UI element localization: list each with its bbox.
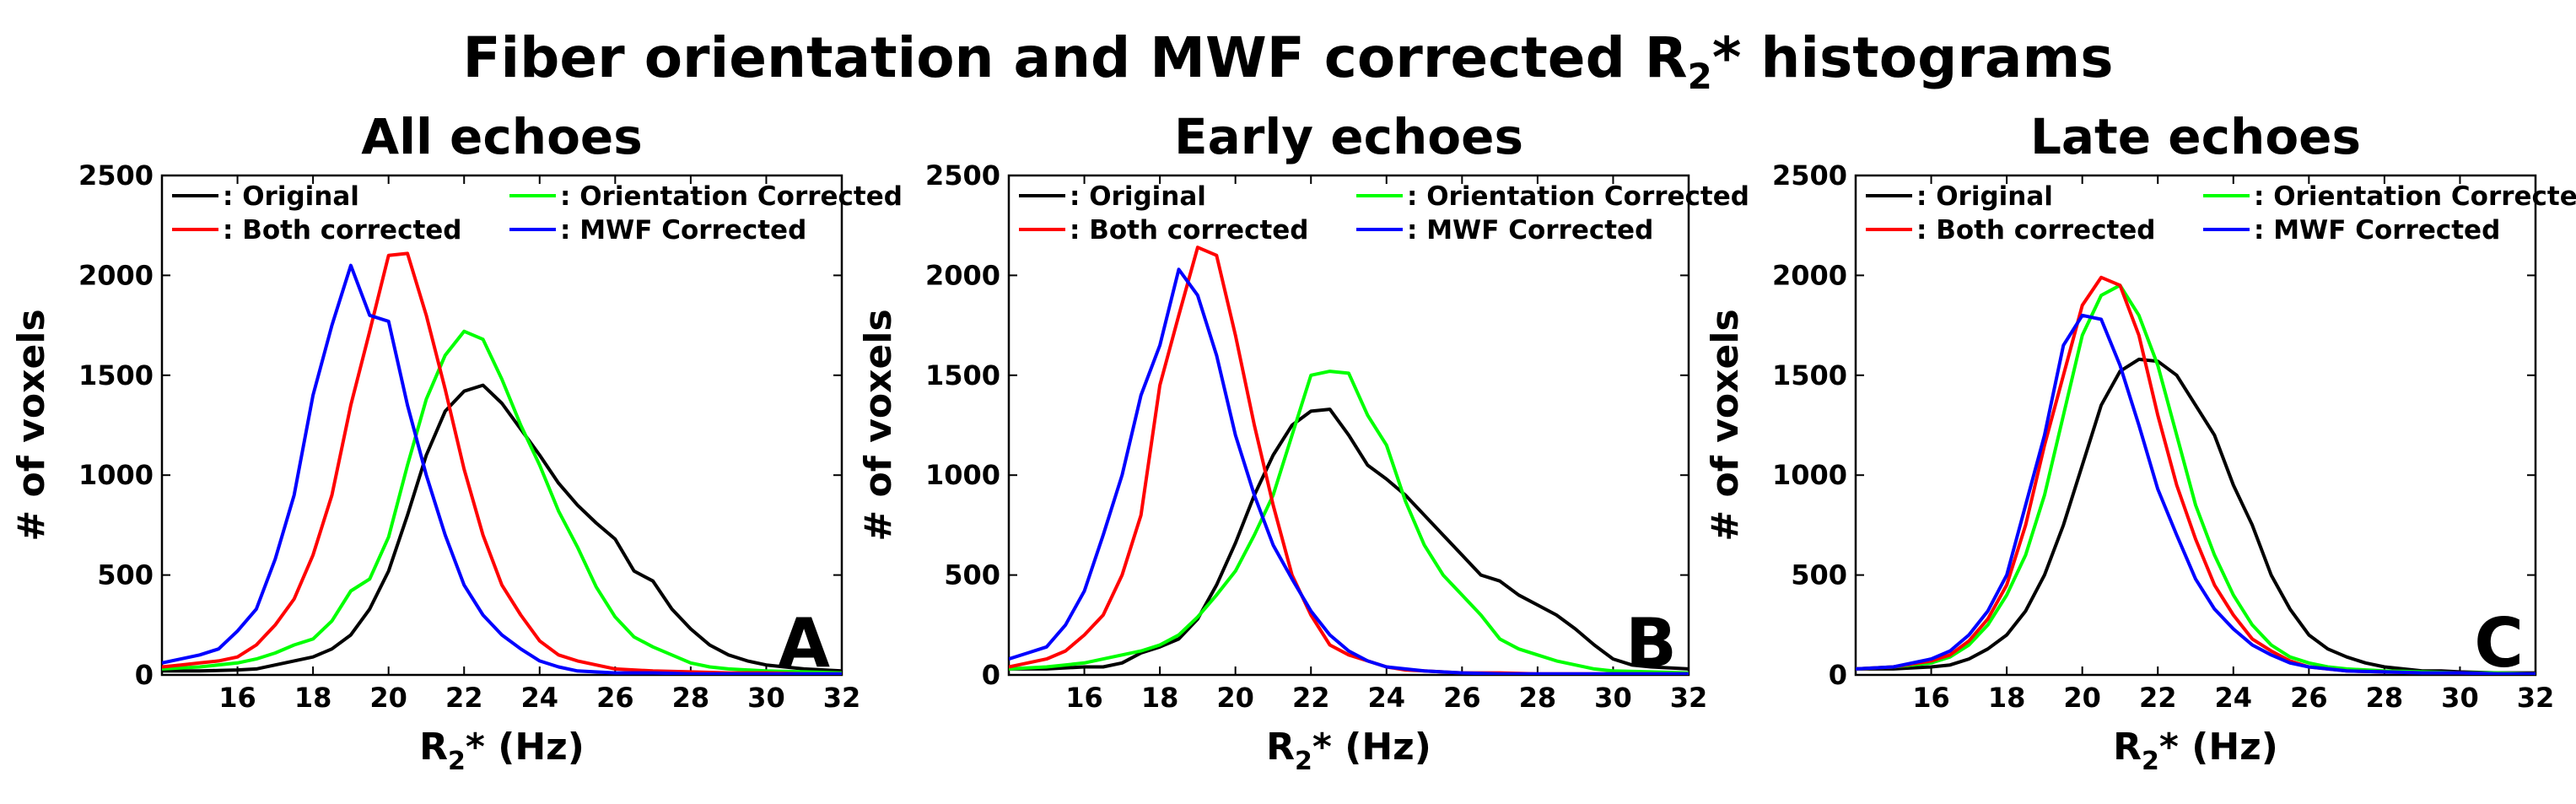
series-line-3: [1009, 267, 1689, 675]
x-tick-label: 32: [1670, 682, 1708, 714]
series-line-1: [162, 329, 842, 675]
x-tick-label: 32: [2517, 682, 2555, 714]
x-tick-label: 16: [1065, 682, 1103, 714]
legend-label: : MWF Corrected: [560, 215, 806, 246]
y-tick-label: 500: [97, 559, 154, 591]
y-axis-label: # of voxels: [10, 309, 53, 541]
series-line-3: [1856, 313, 2536, 675]
figure-title: Fiber orientation and MWF corrected R2* …: [0, 25, 2576, 97]
y-axis-label: # of voxels: [857, 309, 900, 541]
panel-letter: A: [778, 604, 830, 683]
x-tick-label: 22: [2139, 682, 2177, 714]
legend-label: : MWF Corrected: [1407, 215, 1653, 246]
panel-title: All echoes: [361, 108, 643, 165]
series-line-2: [162, 251, 842, 675]
series-line-0: [1856, 357, 2536, 675]
figure-title-text: Fiber orientation and MWF corrected R: [462, 25, 1688, 90]
x-tick-label: 24: [521, 682, 559, 714]
series-line-2: [1009, 246, 1689, 675]
y-tick-label: 1500: [1772, 359, 1847, 391]
y-tick-label: 0: [135, 659, 154, 691]
x-tick-label: 26: [1443, 682, 1481, 714]
x-tick-label: 30: [2441, 682, 2479, 714]
x-tick-label: 22: [1292, 682, 1330, 714]
y-tick-label: 1500: [78, 359, 154, 391]
x-tick-label: 20: [2063, 682, 2101, 714]
x-tick-label: 24: [1368, 682, 1406, 714]
x-tick-label: 32: [823, 682, 861, 714]
y-tick-label: 500: [944, 559, 1000, 591]
series-line-2: [1856, 275, 2536, 675]
x-tick-label: 26: [2290, 682, 2328, 714]
y-tick-label: 1000: [925, 459, 1000, 491]
series-line-1: [1856, 283, 2536, 675]
x-tick-label: 28: [672, 682, 710, 714]
legend-label: : Original: [1070, 181, 1206, 212]
series-line-0: [162, 383, 842, 673]
legend-label: : Both corrected: [1070, 215, 1308, 246]
y-tick-label: 0: [1829, 659, 1847, 691]
y-tick-label: 2000: [1772, 259, 1847, 291]
legend-label: : Orientation Corrected: [1407, 181, 1749, 212]
x-tick-label: 18: [294, 682, 332, 714]
chart-panel-b: Early echoes 16 18 20 22 24 26 28 30 32 0 500 1000 15…: [857, 108, 1749, 776]
y-tick-label: 2500: [78, 159, 154, 192]
y-tick-label: 1000: [78, 459, 154, 491]
y-tick-label: 2000: [925, 259, 1000, 291]
x-tick-label: 18: [1988, 682, 2026, 714]
x-axis-label: R2* (Hz): [2113, 726, 2278, 776]
legend-label: : Orientation Corrected: [560, 181, 903, 212]
legend-label: : Both corrected: [1916, 215, 2155, 246]
x-tick-label: 28: [1519, 682, 1557, 714]
x-tick-label: 28: [2366, 682, 2404, 714]
x-tick-label: 20: [1216, 682, 1254, 714]
x-tick-label: 24: [2215, 682, 2253, 714]
panel-title: Early echoes: [1174, 108, 1523, 165]
x-axis-label: R2* (Hz): [419, 726, 585, 776]
axes-frame: [160, 174, 843, 677]
figure-title-suffix: * histograms: [1711, 25, 2114, 90]
y-tick-label: 2000: [78, 259, 154, 291]
figure-title-subscript: 2: [1687, 56, 1712, 98]
y-tick-label: 2500: [925, 159, 1000, 192]
series-line-0: [1009, 407, 1689, 671]
y-tick-label: 1500: [925, 359, 1000, 391]
y-tick-label: 500: [1791, 559, 1847, 591]
x-tick-label: 22: [445, 682, 483, 714]
axes-frame: [1007, 174, 1690, 677]
x-tick-label: 16: [1912, 682, 1950, 714]
y-tick-label: 2500: [1772, 159, 1847, 192]
chart-panel-c: Late echoes 16 18 20 22 24 26 28 30 32 0 500 1000 150…: [1704, 108, 2576, 776]
y-axis-label: # of voxels: [1704, 309, 1747, 541]
y-tick-label: 1000: [1772, 459, 1847, 491]
y-tick-label: 0: [982, 659, 1000, 691]
panel-letter: B: [1625, 604, 1677, 683]
x-tick-label: 30: [747, 682, 785, 714]
axes-frame: [1854, 174, 2537, 677]
legend-label: : MWF Corrected: [2254, 215, 2500, 246]
legend-label: : Original: [1916, 181, 2053, 212]
x-axis-label: R2* (Hz): [1266, 726, 1431, 776]
x-tick-label: 30: [1594, 682, 1632, 714]
legend-label: : Both corrected: [223, 215, 461, 246]
x-tick-label: 26: [596, 682, 634, 714]
x-tick-label: 18: [1141, 682, 1179, 714]
x-tick-label: 20: [369, 682, 407, 714]
panel-title: Late echoes: [2030, 108, 2361, 165]
legend-label: : Original: [223, 181, 359, 212]
x-tick-label: 16: [218, 682, 256, 714]
series-line-1: [1009, 370, 1689, 675]
series-line-3: [162, 263, 842, 675]
chart-panel-a: All echoes 16 18 20 22 24 26 28 30 32 0 500 1000 1500…: [10, 108, 903, 776]
legend-label: : Orientation Corrected: [2254, 181, 2576, 212]
panel-letter: C: [2474, 604, 2524, 683]
